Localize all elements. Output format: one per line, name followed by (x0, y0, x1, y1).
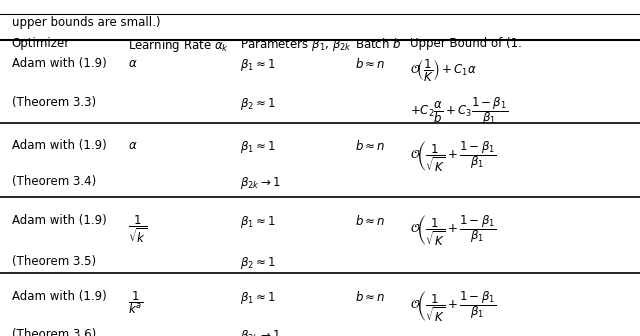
Text: $\beta_1 \approx 1$: $\beta_1 \approx 1$ (240, 139, 276, 156)
Text: $\beta_1 \approx 1$: $\beta_1 \approx 1$ (240, 57, 276, 73)
Text: $\mathcal{O}\!\left(\dfrac{1}{K}\right) + C_1\alpha$: $\mathcal{O}\!\left(\dfrac{1}{K}\right) … (410, 57, 477, 83)
Text: (Theorem 3.5): (Theorem 3.5) (12, 255, 95, 268)
Text: $+C_2\dfrac{\alpha}{b} + C_3\dfrac{1-\beta_1}{\beta_1}$: $+C_2\dfrac{\alpha}{b} + C_3\dfrac{1-\be… (410, 96, 508, 127)
Text: Parameters $\beta_1$, $\beta_{2k}$: Parameters $\beta_1$, $\beta_{2k}$ (240, 37, 352, 53)
Text: (Theorem 3.3): (Theorem 3.3) (12, 96, 95, 109)
Text: Learning Rate $\alpha_k$: Learning Rate $\alpha_k$ (128, 37, 229, 54)
Text: $\beta_{2k} \to 1$: $\beta_{2k} \to 1$ (240, 175, 281, 191)
Text: upper bounds are small.): upper bounds are small.) (12, 16, 160, 29)
Text: $\alpha$: $\alpha$ (128, 57, 138, 70)
Text: Adam with (1.9): Adam with (1.9) (12, 214, 106, 227)
Text: $\mathcal{O}\!\left(\dfrac{1}{\sqrt{K}} + \dfrac{1-\beta_1}{\beta_1}\right.$: $\mathcal{O}\!\left(\dfrac{1}{\sqrt{K}} … (410, 214, 496, 249)
Text: $\mathcal{O}\!\left(\dfrac{1}{\sqrt{K}} + \dfrac{1-\beta_1}{\beta_1}\right.$: $\mathcal{O}\!\left(\dfrac{1}{\sqrt{K}} … (410, 139, 496, 174)
Text: Batch $b$: Batch $b$ (355, 37, 402, 51)
Text: (Theorem 3.4): (Theorem 3.4) (12, 175, 96, 188)
Text: $\dfrac{1}{\sqrt{k}}$: $\dfrac{1}{\sqrt{k}}$ (128, 214, 147, 246)
Text: $\beta_2 \approx 1$: $\beta_2 \approx 1$ (240, 96, 276, 112)
Text: Optimizer: Optimizer (12, 37, 70, 50)
Text: $b \approx n$: $b \approx n$ (355, 139, 386, 154)
Text: $\beta_2 \approx 1$: $\beta_2 \approx 1$ (240, 255, 276, 271)
Text: $\mathcal{O}\!\left(\dfrac{1}{\sqrt{K}} + \dfrac{1-\beta_1}{\beta_1}\right.$: $\mathcal{O}\!\left(\dfrac{1}{\sqrt{K}} … (410, 290, 496, 324)
Text: $b \approx n$: $b \approx n$ (355, 214, 386, 228)
Text: Adam with (1.9): Adam with (1.9) (12, 139, 106, 153)
Text: $b \approx n$: $b \approx n$ (355, 290, 386, 304)
Text: $\beta_{2k} \to 1$: $\beta_{2k} \to 1$ (240, 328, 281, 336)
Text: Upper Bound of (1.: Upper Bound of (1. (410, 37, 522, 50)
Text: Adam with (1.9): Adam with (1.9) (12, 57, 106, 70)
Text: $\beta_1 \approx 1$: $\beta_1 \approx 1$ (240, 290, 276, 306)
Text: $b \approx n$: $b \approx n$ (355, 57, 386, 71)
Text: Adam with (1.9): Adam with (1.9) (12, 290, 106, 303)
Text: $\beta_1 \approx 1$: $\beta_1 \approx 1$ (240, 214, 276, 230)
Text: $\alpha$: $\alpha$ (128, 139, 138, 153)
Text: (Theorem 3.6): (Theorem 3.6) (12, 328, 96, 336)
Text: $\dfrac{1}{k^a}$: $\dfrac{1}{k^a}$ (128, 290, 143, 316)
